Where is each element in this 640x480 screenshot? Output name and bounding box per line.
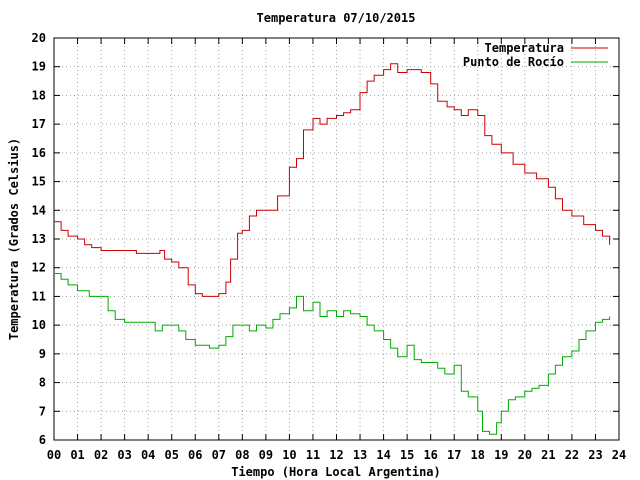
- x-tick-label: 14: [376, 448, 390, 462]
- x-tick-label: 13: [353, 448, 367, 462]
- x-tick-label: 10: [282, 448, 296, 462]
- x-tick-label: 24: [612, 448, 626, 462]
- x-tick-label: 04: [141, 448, 155, 462]
- x-tick-label: 11: [306, 448, 320, 462]
- y-tick-label: 11: [32, 289, 46, 303]
- axis-ticks: 00 01 02 03 04 05 06 07 08 09 10 11 12 13 14 15 16 17 18 19…: [32, 31, 627, 462]
- x-axis-label: Tiempo (Hora Local Argentina): [231, 465, 441, 479]
- series-line-temperatura: [54, 63, 611, 297]
- grid: [54, 38, 619, 440]
- y-tick-label: 9: [39, 347, 46, 361]
- x-tick-label: 07: [212, 448, 226, 462]
- x-tick-label: 00: [47, 448, 61, 462]
- series-line-punto-de-rocio: [54, 273, 611, 435]
- y-tick-label: 18: [32, 88, 46, 102]
- x-tick-label: 16: [423, 448, 437, 462]
- legend-label-punto-de-rocio: Punto de Rocío: [463, 55, 564, 69]
- x-tick-label: 01: [70, 448, 84, 462]
- y-tick-label: 17: [32, 117, 46, 131]
- y-tick-label: 7: [39, 404, 46, 418]
- y-tick-label: 20: [32, 31, 46, 45]
- y-tick-label: 10: [32, 318, 46, 332]
- x-tick-label: 08: [235, 448, 249, 462]
- legend-label-temperatura: Temperatura: [485, 41, 564, 55]
- x-tick-label: 18: [471, 448, 485, 462]
- x-tick-label: 15: [400, 448, 414, 462]
- y-tick-label: 15: [32, 175, 46, 189]
- x-tick-label: 21: [541, 448, 555, 462]
- x-tick-label: 06: [188, 448, 202, 462]
- x-tick-label: 05: [164, 448, 178, 462]
- x-tick-label: 02: [94, 448, 108, 462]
- y-tick-label: 13: [32, 232, 46, 246]
- y-tick-label: 8: [39, 376, 46, 390]
- x-tick-label: 19: [494, 448, 508, 462]
- x-tick-label: 17: [447, 448, 461, 462]
- x-tick-label: 12: [329, 448, 343, 462]
- legend: Temperatura Punto de Rocío: [463, 41, 608, 69]
- y-tick-label: 16: [32, 146, 46, 160]
- plot-frame: [53, 37, 620, 441]
- y-tick-label: 12: [32, 261, 46, 275]
- x-tick-label: 22: [565, 448, 579, 462]
- y-tick-label: 19: [32, 60, 46, 74]
- y-tick-label: 6: [39, 433, 46, 447]
- chart-title: Temperatura 07/10/2015: [257, 11, 416, 25]
- x-tick-label: 09: [259, 448, 273, 462]
- x-tick-label: 23: [588, 448, 602, 462]
- x-tick-label: 03: [117, 448, 131, 462]
- y-tick-label: 14: [32, 203, 46, 217]
- x-tick-label: 20: [518, 448, 532, 462]
- y-axis-label: Temperatura (Grados Celsius): [7, 138, 21, 340]
- series-layer: [54, 63, 611, 435]
